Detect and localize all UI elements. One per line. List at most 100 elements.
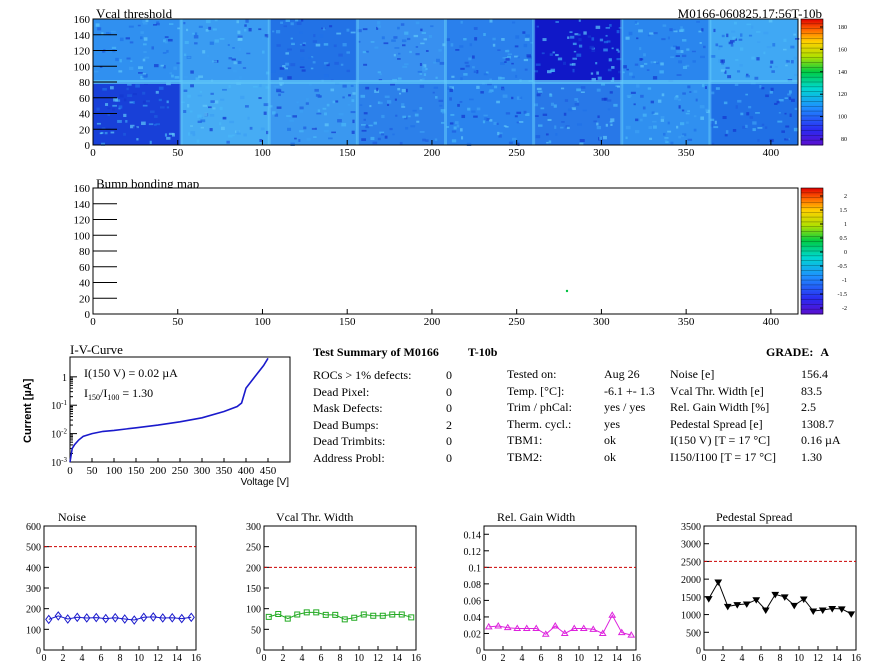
pixel-noise bbox=[140, 75, 144, 80]
roc-block bbox=[445, 19, 535, 83]
pixel-noise bbox=[720, 69, 726, 72]
scale-label: 0.5 bbox=[840, 236, 848, 242]
pixel-noise bbox=[287, 76, 292, 80]
pixel-noise bbox=[742, 125, 747, 129]
pixel-noise bbox=[280, 73, 284, 76]
pixel-noise bbox=[274, 113, 279, 117]
pixel-noise bbox=[419, 107, 423, 110]
pixel-noise bbox=[190, 131, 196, 135]
pixel-noise bbox=[183, 21, 186, 25]
x-tick-label: 100 bbox=[254, 147, 271, 159]
pixel-noise bbox=[183, 89, 188, 92]
pixel-noise bbox=[336, 32, 342, 35]
x-tick-label: 8 bbox=[778, 653, 783, 664]
pixel-noise bbox=[145, 100, 150, 103]
pixel-noise bbox=[542, 38, 547, 42]
pixel-noise bbox=[453, 126, 457, 130]
pixel-noise bbox=[228, 57, 233, 60]
pixel-noise bbox=[721, 34, 725, 38]
pixel-noise bbox=[486, 118, 490, 120]
pixel-noise bbox=[456, 124, 460, 128]
pixel-noise bbox=[678, 60, 683, 64]
pixel-noise bbox=[154, 115, 158, 118]
pixel-noise bbox=[298, 139, 301, 142]
pixel-noise bbox=[300, 49, 305, 53]
pixel-noise bbox=[308, 83, 312, 86]
pixel-noise bbox=[593, 120, 597, 123]
pixel-noise bbox=[315, 94, 321, 97]
pixel-noise bbox=[312, 61, 316, 64]
pixel-noise bbox=[370, 136, 375, 141]
pixel-noise bbox=[663, 132, 666, 136]
chart-title: Rel. Gain Width bbox=[497, 510, 575, 524]
pixel-noise bbox=[471, 110, 476, 113]
pixel-noise bbox=[488, 90, 493, 93]
summary-value: 0 bbox=[446, 368, 452, 382]
pixel-noise bbox=[763, 51, 766, 55]
y-tick-label: 600 bbox=[26, 522, 41, 533]
pixel-noise bbox=[187, 94, 191, 98]
x-tick-label: 6 bbox=[319, 653, 324, 664]
pixel-noise bbox=[562, 61, 567, 65]
x-tick-label: 50 bbox=[172, 316, 184, 328]
pixel-noise bbox=[515, 35, 520, 39]
pixel-noise bbox=[507, 55, 511, 59]
pixel-noise bbox=[525, 113, 530, 116]
x-tick-label: 12 bbox=[813, 653, 823, 664]
pixel-noise bbox=[500, 62, 505, 65]
x-tick-label: 4 bbox=[520, 653, 525, 664]
pixel-noise bbox=[751, 56, 755, 60]
pixel-noise bbox=[734, 83, 739, 86]
pixel-noise bbox=[639, 118, 643, 122]
summary-label: Dead Bumps: bbox=[313, 417, 379, 432]
pixel-noise bbox=[377, 137, 381, 141]
pixel-noise bbox=[761, 123, 765, 126]
pixel-noise bbox=[140, 36, 143, 40]
pixel-noise bbox=[347, 103, 351, 106]
x-tick-label: 2 bbox=[721, 653, 726, 664]
pixel-noise bbox=[128, 25, 134, 28]
pixel-noise bbox=[392, 133, 395, 136]
pixel-noise bbox=[400, 23, 405, 26]
pixel-noise bbox=[213, 100, 219, 104]
pixel-noise bbox=[261, 36, 267, 40]
data-point bbox=[322, 611, 329, 618]
pixel-noise bbox=[290, 39, 296, 44]
pixel-noise bbox=[493, 121, 497, 125]
pixel-noise bbox=[101, 50, 105, 53]
pixel-noise bbox=[450, 43, 454, 47]
x-tick-label: 2 bbox=[501, 653, 506, 664]
pixel-noise bbox=[279, 67, 284, 70]
scale-label: 120 bbox=[838, 92, 847, 98]
summary-label: Vcal Thr. Width [e] bbox=[670, 383, 764, 398]
pixel-noise bbox=[557, 57, 563, 61]
pixel-noise bbox=[727, 75, 732, 79]
pixel-noise bbox=[386, 100, 392, 104]
pixel-noise bbox=[642, 106, 646, 110]
summary-value: -6.1 +- 1.3 bbox=[604, 383, 655, 398]
data-point bbox=[398, 611, 405, 618]
pixel-noise bbox=[226, 140, 230, 144]
pixel-noise bbox=[699, 42, 702, 44]
x-tick-label: 200 bbox=[424, 316, 441, 328]
pixel-noise bbox=[779, 108, 783, 111]
pixel-noise bbox=[113, 98, 118, 102]
pixel-noise bbox=[328, 137, 333, 140]
pixel-noise bbox=[363, 63, 368, 66]
pixel-noise bbox=[611, 66, 615, 69]
pixel-noise bbox=[691, 50, 696, 53]
pixel-noise bbox=[393, 36, 398, 39]
pixel-noise bbox=[667, 121, 670, 125]
data-point bbox=[704, 596, 713, 603]
x-tick-label: 400 bbox=[763, 316, 780, 328]
pixel-noise bbox=[670, 141, 674, 145]
y-tick-label: 120 bbox=[74, 215, 91, 227]
pixel-noise bbox=[236, 20, 240, 24]
pixel-noise bbox=[232, 134, 235, 137]
pixel-noise bbox=[734, 38, 738, 41]
pixel-noise bbox=[168, 132, 174, 135]
pixel-noise bbox=[703, 45, 706, 49]
pixel-noise bbox=[222, 88, 227, 91]
pixel-noise bbox=[681, 39, 687, 42]
pixel-noise bbox=[184, 40, 189, 45]
